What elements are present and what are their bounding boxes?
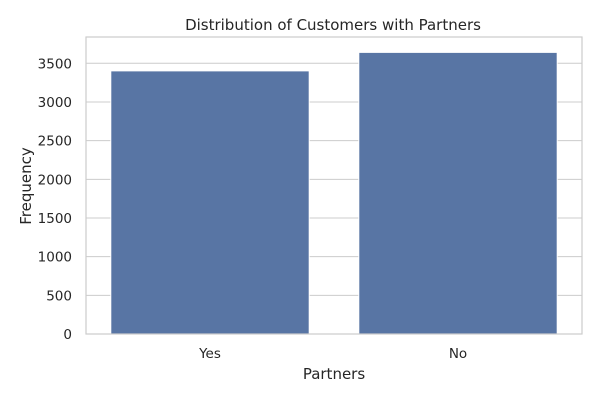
bar-no [358, 51, 558, 335]
y-tick-label: 500 [46, 288, 72, 304]
y-tick-label: 2000 [38, 172, 72, 188]
x-tick-label-yes: Yes [198, 346, 221, 362]
y-tick-label: 1500 [38, 211, 72, 227]
y-tick-label: 1000 [38, 250, 72, 266]
y-axis-label: Frequency [17, 147, 35, 225]
x-tick-label-no: No [449, 346, 467, 362]
chart-title: Distribution of Customers with Partners [185, 16, 481, 34]
x-axis-ticks: Yes No [198, 346, 467, 362]
bar-yes [110, 70, 310, 335]
y-axis-ticks: 0 500 1000 1500 2000 2500 3000 3500 [38, 56, 72, 343]
plot-frame [85, 36, 583, 335]
y-tick-label: 0 [63, 327, 72, 343]
y-tick-label: 3500 [38, 56, 72, 72]
y-tick-label: 2500 [38, 134, 72, 150]
y-tick-label: 3000 [38, 95, 72, 111]
x-axis-label: Partners [303, 365, 366, 383]
bars [110, 51, 558, 335]
